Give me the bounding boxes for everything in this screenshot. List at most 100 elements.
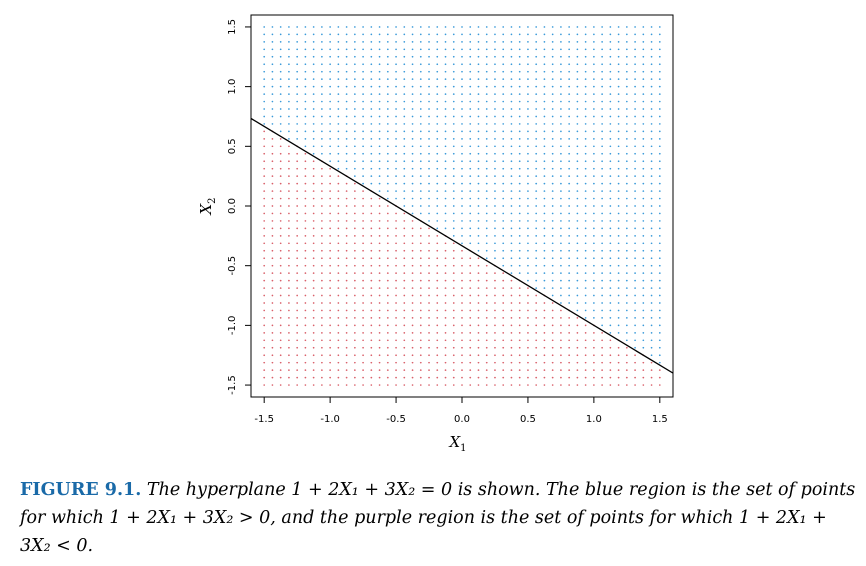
grid-point <box>617 234 620 237</box>
grid-point <box>378 220 381 222</box>
grid-point <box>263 376 266 379</box>
grid-point <box>642 339 645 342</box>
grid-point <box>593 257 595 260</box>
grid-point <box>510 331 513 334</box>
grid-point <box>617 190 620 192</box>
grid-point <box>477 227 480 230</box>
grid-point <box>543 264 546 267</box>
grid-point <box>304 160 307 163</box>
grid-point <box>419 152 422 155</box>
grid-point <box>395 242 397 245</box>
grid-point <box>345 197 348 200</box>
grid-point <box>560 182 562 185</box>
grid-point <box>403 145 406 148</box>
grid-point <box>263 309 266 312</box>
grid-point <box>650 41 653 43</box>
grid-point <box>617 205 620 207</box>
grid-point <box>593 160 595 163</box>
grid-point <box>337 272 340 274</box>
grid-point <box>378 167 381 170</box>
grid-point <box>452 346 455 349</box>
grid-point <box>634 369 636 371</box>
grid-point <box>494 63 496 66</box>
grid-point <box>502 249 505 252</box>
grid-point <box>551 175 554 178</box>
grid-point <box>403 41 406 43</box>
y-axis: -1.5-1.0-0.50.00.51.01.5 <box>227 19 252 395</box>
grid-point <box>485 220 488 222</box>
grid-point <box>494 26 496 28</box>
grid-point <box>452 48 455 51</box>
grid-point <box>551 384 554 386</box>
grid-point <box>658 257 661 260</box>
grid-point <box>452 55 455 58</box>
grid-point <box>354 205 356 207</box>
grid-point <box>485 369 488 371</box>
grid-point <box>601 63 603 66</box>
grid-point <box>469 78 472 81</box>
grid-point <box>593 249 595 252</box>
grid-point <box>469 93 472 95</box>
grid-point <box>386 376 389 379</box>
grid-point <box>477 376 480 379</box>
grid-point <box>428 205 430 207</box>
grid-point <box>436 115 439 118</box>
grid-point <box>576 190 579 192</box>
grid-point <box>436 63 439 66</box>
grid-point <box>477 339 480 342</box>
grid-point <box>650 234 653 237</box>
grid-point <box>403 48 406 51</box>
grid-point <box>263 130 266 133</box>
grid-point <box>494 212 496 215</box>
grid-point <box>362 93 364 95</box>
grid-point <box>378 48 381 51</box>
grid-point <box>642 317 645 319</box>
grid-point <box>601 26 603 28</box>
grid-point <box>461 55 463 58</box>
grid-point <box>362 324 364 327</box>
grid-point <box>386 160 389 163</box>
grid-point <box>378 190 381 192</box>
grid-point <box>461 361 463 364</box>
grid-point <box>658 138 661 140</box>
grid-point <box>650 317 653 319</box>
grid-point <box>551 272 554 274</box>
figure-caption-text: The hyperplane 1 + 2X₁ + 3X₂ = 0 is show… <box>20 480 856 556</box>
grid-point <box>576 324 579 327</box>
grid-point <box>535 115 538 118</box>
grid-point <box>395 100 397 103</box>
grid-point <box>477 205 480 207</box>
grid-point <box>436 317 439 319</box>
grid-point <box>444 100 447 103</box>
grid-point <box>337 242 340 245</box>
grid-point <box>271 48 274 51</box>
grid-point <box>527 138 529 140</box>
grid-point <box>312 384 315 386</box>
grid-point <box>593 175 595 178</box>
grid-point <box>345 302 348 304</box>
grid-point <box>403 55 406 58</box>
grid-point <box>378 331 381 334</box>
grid-point <box>461 369 463 371</box>
grid-point <box>444 145 447 148</box>
grid-point <box>263 48 266 51</box>
grid-point <box>617 227 620 230</box>
grid-point <box>321 145 323 148</box>
grid-point <box>296 272 299 274</box>
grid-point <box>321 55 323 58</box>
grid-point <box>378 249 381 252</box>
grid-point <box>271 115 274 118</box>
grid-point <box>527 234 529 237</box>
grid-point <box>337 41 340 43</box>
grid-point <box>584 33 587 36</box>
grid-point <box>560 78 562 81</box>
grid-point <box>288 182 290 185</box>
grid-point <box>436 234 439 237</box>
grid-point <box>362 175 364 178</box>
grid-point <box>354 294 356 297</box>
grid-point <box>271 331 274 334</box>
grid-point <box>510 339 513 342</box>
grid-point <box>386 167 389 170</box>
grid-point <box>403 220 406 222</box>
grid-point <box>444 33 447 36</box>
